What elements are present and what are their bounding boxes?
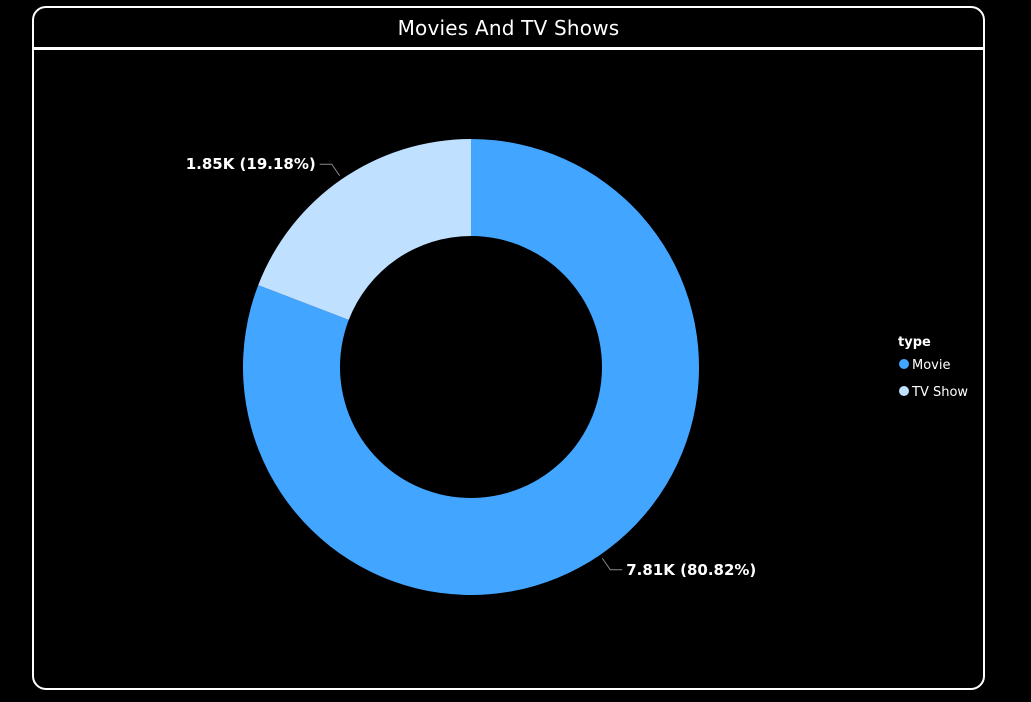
legend-items: Movie TV Show <box>899 358 968 400</box>
slice-tv-show[interactable] <box>258 139 471 320</box>
legend-item-label[interactable]: Movie <box>912 358 950 373</box>
data-label: 7.81K (80.82%) <box>626 561 756 579</box>
data-labels-group: 7.81K (80.82%) 1.85K (19.18%) <box>186 155 757 579</box>
legend-item-label[interactable]: TV Show <box>911 385 968 400</box>
leader-line <box>601 557 623 571</box>
slices-group <box>243 139 699 595</box>
card-header: Movies And TV Shows <box>34 8 983 50</box>
slice-movie[interactable] <box>243 139 699 595</box>
leader-line <box>319 163 341 177</box>
legend-marker[interactable] <box>899 359 909 369</box>
chart-title: Movies And TV Shows <box>397 15 620 40</box>
legend-marker[interactable] <box>899 386 909 396</box>
legend-title: type <box>898 335 931 350</box>
data-label: 1.85K (19.18%) <box>186 155 316 173</box>
legend: type Movie TV Show <box>898 335 968 400</box>
